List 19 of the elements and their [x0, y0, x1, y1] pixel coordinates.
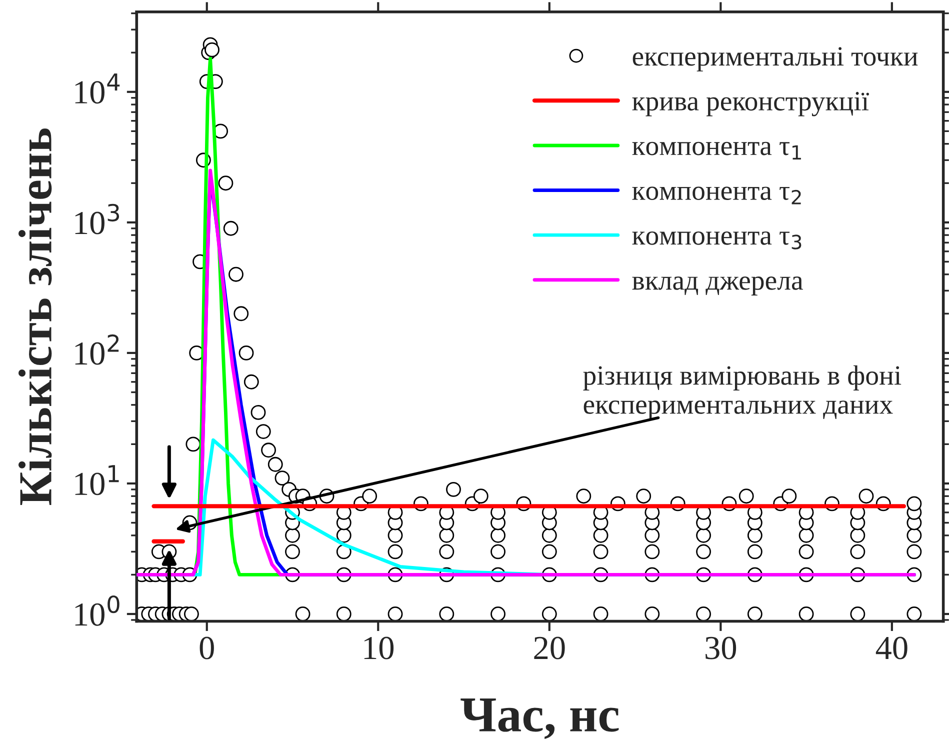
legend-label: компонента τ$_{2}$ [632, 186, 801, 204]
y-tick-label: 10$^{1}$ [75, 465, 119, 496]
x-axis-title: Час, нс [460, 698, 619, 740]
annotation: різниця вимірювань в фоні експериментальних даних [583, 365, 902, 420]
legend-label: крива реконструкції [632, 92, 869, 116]
y-tick-label: 10$^{4}$ [75, 74, 120, 104]
y-tick-label: 10$^{0}$ [75, 595, 120, 626]
x-tick-label: 0 [200, 636, 214, 660]
x-tick-label: 20 [534, 636, 565, 660]
y-axis-title: Кількість злічень [18, 128, 52, 505]
legend-label: вклад джерела [632, 276, 803, 296]
legend-label: експериментальні точки [632, 47, 918, 72]
y-tick-label: 10$^{2}$ [75, 334, 119, 365]
legend-label: компонента τ$_{3}$ [632, 231, 802, 250]
x-tick-label: 40 [876, 636, 908, 660]
x-tick-label: 10 [364, 636, 394, 660]
x-tick-label: 30 [706, 636, 736, 660]
legend-label: компонента τ$_{1}$ [632, 142, 801, 160]
y-tick-label: 10$^{3}$ [75, 204, 120, 234]
